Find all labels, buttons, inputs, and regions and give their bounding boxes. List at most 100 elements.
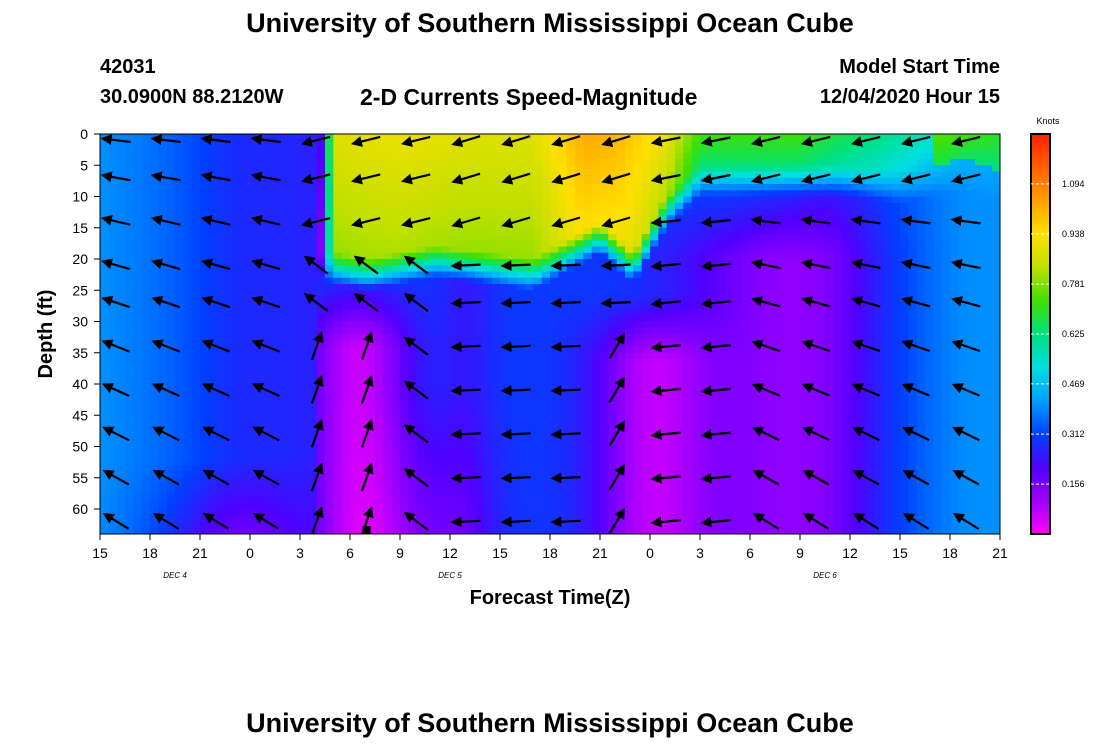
heat-cell — [258, 240, 268, 248]
heat-cell — [950, 240, 959, 248]
heat-cell — [641, 371, 651, 379]
heat-cell — [500, 227, 509, 235]
heat-cell — [750, 146, 759, 154]
heat-cell — [775, 190, 784, 198]
heat-cell — [433, 134, 443, 141]
heat-cell — [308, 227, 318, 235]
heat-cell — [550, 171, 559, 179]
heat-cell — [208, 371, 218, 379]
heat-cell — [566, 290, 576, 298]
heat-cell — [450, 365, 459, 373]
heat-cell — [425, 352, 434, 360]
heat-cell — [816, 302, 826, 310]
heat-cell — [733, 152, 743, 160]
heat-cell — [741, 290, 751, 298]
heat-cell — [200, 165, 209, 173]
heat-cell — [775, 396, 784, 404]
heat-cell — [316, 340, 326, 348]
heat-cell — [641, 246, 651, 254]
heat-cell — [300, 259, 309, 266]
heat-cell — [608, 334, 618, 341]
heat-cell — [733, 234, 743, 241]
heat-cell — [625, 177, 634, 185]
heat-cell — [216, 315, 226, 323]
heat-cell — [333, 227, 343, 235]
heat-cell — [200, 277, 209, 285]
heat-cell — [983, 315, 993, 323]
heat-cell — [516, 277, 526, 285]
heat-cell — [950, 190, 959, 198]
heat-cell — [866, 315, 876, 323]
heat-cell — [866, 321, 876, 329]
heat-cell — [800, 277, 809, 285]
heat-cell — [766, 227, 776, 235]
heat-cell — [700, 215, 709, 223]
heat-cell — [725, 152, 734, 160]
heat-cell — [250, 371, 259, 379]
heat-cell — [633, 284, 643, 291]
heat-cell — [791, 271, 801, 279]
heat-cell — [983, 352, 993, 360]
heat-cell — [691, 346, 701, 354]
heat-cell — [100, 140, 109, 148]
heat-cell — [400, 302, 409, 310]
heat-cell — [491, 271, 501, 279]
heat-cell — [625, 227, 634, 235]
heat-cell — [675, 159, 684, 166]
heat-cell — [700, 415, 709, 423]
heat-cell — [966, 284, 976, 291]
heat-cell — [391, 334, 401, 341]
heat-cell — [725, 271, 734, 279]
heat-cell — [550, 234, 559, 241]
heat-cell — [916, 384, 926, 391]
heat-cell — [641, 140, 651, 148]
heat-cell — [266, 202, 276, 210]
heat-cell — [733, 240, 743, 248]
heat-cell — [691, 146, 701, 154]
heat-cell — [516, 290, 526, 298]
heat-cell — [183, 234, 193, 241]
heat-cell — [316, 290, 326, 298]
heat-cell — [791, 221, 801, 229]
heat-cell — [391, 296, 401, 304]
heat-cell — [958, 284, 968, 291]
heat-cell — [300, 171, 309, 179]
heat-cell — [766, 277, 776, 285]
heat-cell — [816, 146, 826, 154]
heat-cell — [133, 146, 143, 154]
heat-cell — [475, 327, 484, 335]
heat-cell — [966, 240, 976, 248]
heat-cell — [241, 396, 251, 404]
heat-cell — [191, 234, 201, 241]
heat-cell — [183, 421, 193, 429]
heat-cell — [291, 371, 301, 379]
heat-cell — [133, 165, 143, 173]
heat-cell — [950, 377, 959, 385]
heat-cell — [983, 409, 993, 416]
heat-cell — [775, 402, 784, 410]
heat-cell — [491, 234, 501, 241]
heat-cell — [908, 315, 918, 323]
heat-cell — [566, 321, 576, 329]
heat-cell — [883, 240, 893, 248]
heat-cell — [241, 321, 251, 329]
heat-cell — [208, 390, 218, 398]
heat-cell — [466, 315, 476, 323]
heat-cell — [366, 165, 376, 173]
heat-cell — [600, 290, 609, 298]
heat-cell — [883, 190, 893, 198]
heat-cell — [766, 315, 776, 323]
heat-cell — [941, 290, 951, 298]
heat-cell — [883, 165, 893, 173]
heat-cell — [400, 265, 409, 273]
heat-cell — [391, 340, 401, 348]
heat-cell — [416, 340, 426, 348]
heat-cell — [275, 184, 284, 191]
heat-cell — [791, 359, 801, 366]
heat-cell — [150, 234, 159, 241]
heat-cell — [833, 259, 843, 266]
heat-cell — [166, 221, 176, 229]
heat-cell — [566, 340, 576, 348]
heat-cell — [916, 190, 926, 198]
heat-cell — [908, 277, 918, 285]
